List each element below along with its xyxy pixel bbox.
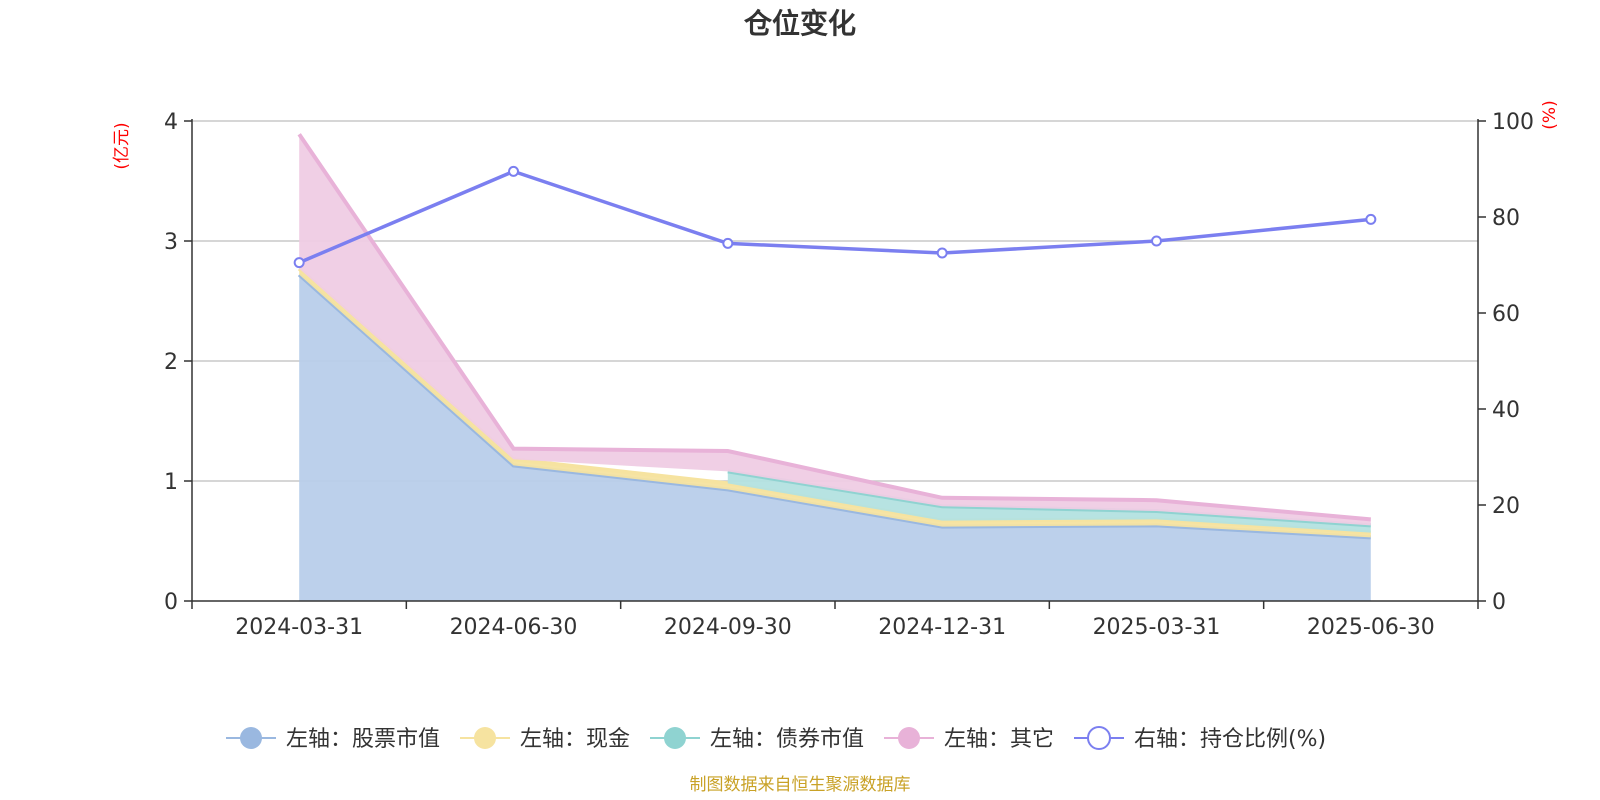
legend-marker	[240, 727, 262, 749]
x-axis-tick-label: 2024-12-31	[878, 615, 1006, 640]
legend-item[interactable]: 左轴：股票市值	[226, 727, 440, 752]
left-axis-tick-label: 0	[164, 590, 178, 615]
left-axis-tick-label: 4	[164, 110, 178, 135]
x-axis-tick-label: 2024-09-30	[664, 615, 792, 640]
legend-marker	[1087, 726, 1111, 750]
line-path-1	[298, 169, 1371, 265]
legend[interactable]: 左轴：股票市值 左轴：现金 左轴：债券市值 左轴：其它 右轴：持仓比例(%)	[226, 726, 1326, 752]
chart-title: 仓位变化	[744, 7, 856, 40]
x-axis-tick-label: 2024-06-30	[450, 615, 578, 640]
left-axis-tick-label: 1	[164, 470, 178, 495]
area-3	[727, 471, 1371, 533]
area-edge-4	[297, 133, 1371, 522]
area-1	[299, 274, 1371, 601]
right-axis-tick-label: 60	[1492, 302, 1520, 327]
legend-marker	[474, 727, 496, 749]
right-axis-tick-label: 0	[1492, 590, 1506, 615]
legend-item[interactable]: 左轴：其它	[884, 727, 1054, 752]
x-axis-tick-label: 2025-03-31	[1093, 615, 1221, 640]
legend-marker	[898, 727, 920, 749]
right-axis-tick-label: 80	[1492, 206, 1520, 231]
legend-label: 左轴：股票市值	[286, 727, 440, 752]
legend-label: 左轴：其它	[944, 727, 1054, 752]
data-source-note: 制图数据来自恒生聚源数据库	[690, 775, 911, 795]
line-point	[1151, 235, 1162, 247]
area-2	[299, 268, 1371, 538]
x-axis-tick-label: 2024-03-31	[235, 615, 363, 640]
line-point	[936, 247, 948, 259]
right-axis-tick-label: 20	[1492, 494, 1520, 519]
line-point	[293, 257, 305, 269]
legend-label: 左轴：现金	[520, 727, 630, 752]
legend-marker	[664, 727, 686, 749]
legend-label: 左轴：债券市值	[710, 727, 864, 752]
left-axis-tick-label: 3	[164, 230, 178, 255]
right-axis-unit: (%)	[1540, 100, 1560, 129]
x-axis-tick-label: 2025-06-30	[1307, 615, 1435, 640]
right-axis-tick-label: 40	[1492, 398, 1520, 423]
stacked-areas	[297, 133, 1371, 601]
legend-item[interactable]: 左轴：现金	[460, 727, 630, 752]
legend-item[interactable]: 右轴：持仓比例(%)	[1074, 726, 1326, 752]
line-series	[293, 165, 1377, 269]
line-point	[1365, 213, 1377, 225]
legend-label: 右轴：持仓比例(%)	[1134, 727, 1326, 752]
left-axis-tick-label: 2	[164, 350, 178, 375]
left-axis-unit: (亿元)	[112, 122, 132, 169]
right-axis-tick-label: 100	[1492, 110, 1534, 135]
line-point	[722, 237, 734, 249]
line-point	[508, 165, 519, 177]
legend-item[interactable]: 左轴：债券市值	[650, 727, 864, 752]
